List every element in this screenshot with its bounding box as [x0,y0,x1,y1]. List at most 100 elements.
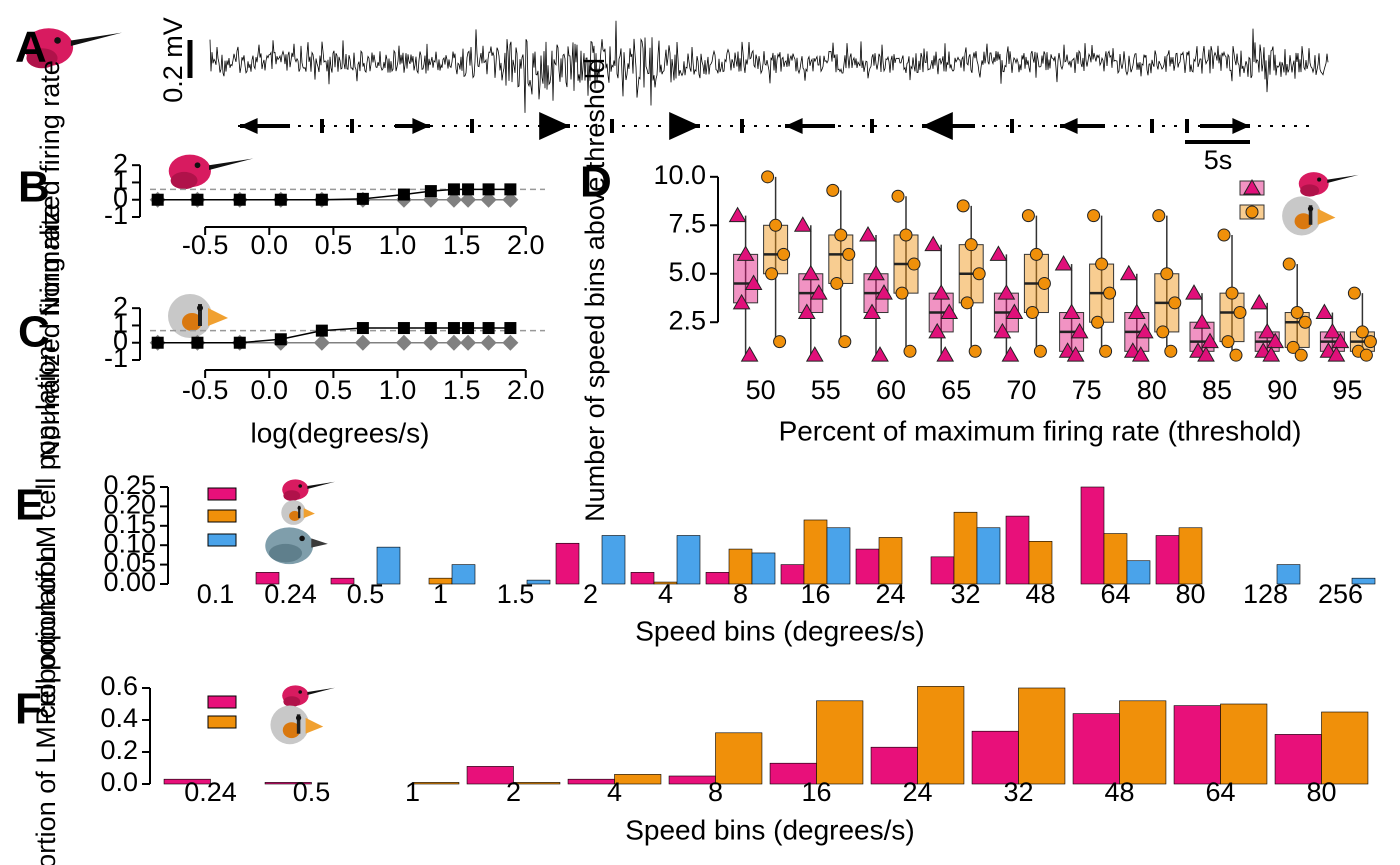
y-tick-label: 0 [113,183,128,213]
x-tick-label: 8 [708,777,723,807]
x-tick-label: 55 [811,375,841,405]
bar [330,577,355,585]
bar [1005,515,1030,585]
bar [878,537,903,585]
bar [953,511,978,585]
y-axis-label: Normalized firing rate [35,203,65,460]
finch-icon [168,294,228,338]
point [1131,346,1150,362]
x-tick-label: 64 [1100,579,1130,609]
bar [1220,703,1268,785]
point [1347,286,1361,300]
bar [705,572,730,585]
bar [1018,687,1066,785]
x-tick-label: 0.5 [293,777,331,807]
scale-label: 0.2 mV [158,17,188,103]
point [928,322,947,339]
x-tick-label: 4 [607,777,622,807]
point [936,346,955,362]
x-tick-label: 0.1 [197,579,235,609]
bar [264,782,312,785]
x-tick-label: 256 [1318,579,1363,609]
stimulus-tick [610,119,614,133]
marker [445,334,462,351]
marker [397,322,410,335]
legend-swatch [207,533,237,547]
stimulus-tick [740,119,744,133]
bar [255,572,280,585]
point [805,346,824,362]
marker [233,336,246,349]
point [1315,303,1334,320]
marker [482,183,495,196]
x-tick-label: 64 [1205,777,1235,807]
point [1070,322,1089,339]
marker [151,336,164,349]
x-tick-label: 75 [1072,375,1102,405]
point [1229,348,1243,362]
marker [480,334,497,351]
bar [1126,560,1151,585]
x-tick-label: 32 [1003,777,1033,807]
point [1233,306,1247,320]
y-axis-label: Normalized firing rate [35,60,65,317]
bar [1119,700,1167,785]
bar [826,527,851,585]
bar [1155,535,1180,585]
legend-marker [1245,205,1259,219]
point [1221,335,1235,349]
x-axis-label: Speed bins (degrees/s) [625,814,915,845]
x-tick-label: 50 [746,375,776,405]
x-tick-label: 80 [1137,375,1167,405]
marker [151,193,164,206]
point [1156,325,1170,339]
bar [1321,711,1369,785]
bar [971,730,1019,785]
x-tick-label: 0.24 [184,777,237,807]
point [903,344,917,358]
x-tick-label: 2 [583,579,598,609]
point [1359,348,1373,362]
x-tick-label: 70 [1006,375,1036,405]
pigeon-icon [265,527,328,565]
point [773,335,787,349]
point [1327,346,1346,362]
point [1095,257,1109,271]
point [1127,303,1146,320]
y-tick-label: 0.0 [100,767,138,797]
x-tick-label: -0.5 [182,375,229,405]
point [1021,209,1035,223]
stimulus-tick [470,119,474,133]
y-tick-label: 0.20 [103,490,156,520]
x-tick-label: 95 [1332,375,1362,405]
point [1119,264,1138,281]
y-axis-label: Proportion of LM cell population [31,546,61,865]
point [1091,315,1105,329]
y-tick-label: 0.4 [100,703,138,733]
point [964,238,978,252]
point [895,286,909,300]
legend-swatch [207,509,237,523]
bar [466,766,514,785]
arrow-head [539,112,570,140]
x-tick-label: 32 [950,579,980,609]
bar [1274,734,1322,785]
x-tick-label: 80 [1306,777,1336,807]
x-tick-label: 85 [1202,375,1232,405]
stimulus-tick [1185,119,1189,133]
point [736,245,755,261]
hummingbird-icon [168,154,254,190]
bar [917,686,965,785]
marker [424,322,437,335]
point [1193,313,1211,329]
x-tick-label: 0.0 [250,230,288,260]
point [867,264,885,281]
arrow-head [240,118,258,134]
marker [445,191,462,208]
point [1258,322,1277,339]
y-tick-label: 1 [113,309,128,339]
marker [422,334,439,351]
x-tick-label: 2.0 [507,230,545,260]
x-axis-label: Speed bins (degrees/s) [635,615,925,646]
x-tick-label: 0.24 [264,579,317,609]
